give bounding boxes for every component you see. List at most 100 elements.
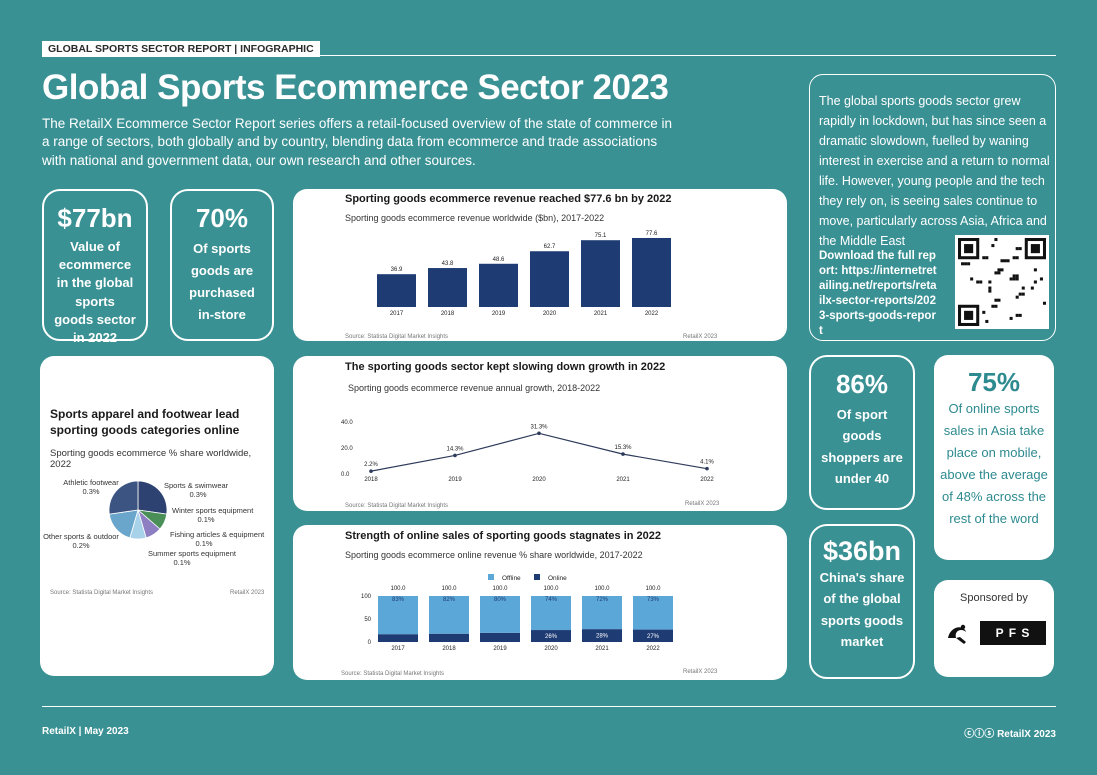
- point-value-label: 4.1%: [700, 460, 714, 466]
- x-tick-label: 2019: [492, 311, 506, 317]
- revenue-bar: [632, 237, 671, 307]
- total-label: 100.0: [492, 586, 508, 592]
- offline-value-label: 83%: [392, 597, 405, 603]
- offline-value-label: 72%: [596, 597, 609, 603]
- pie-category-label: Other sports & outdoor: [43, 532, 119, 541]
- point-value-label: 31.3%: [530, 424, 548, 430]
- qr-module: [988, 286, 992, 290]
- stat-ecommerce-value: $77bn Value of ecommerce in the global s…: [42, 189, 148, 345]
- x-tick-label: 2017: [390, 311, 404, 317]
- download-link[interactable]: Download the full report: https://intern…: [819, 250, 937, 337]
- offline-segment: [531, 596, 571, 631]
- total-label: 100.0: [390, 586, 406, 592]
- qr-finder-core: [1030, 244, 1040, 254]
- pie-category-label: Fishing articles & equipment: [170, 530, 265, 539]
- growth-line-chart: 0.0 20.0 40.0 2.2% 2018 14.3% 2019 31.3% 2020 15.…: [341, 420, 714, 483]
- qr-module: [976, 280, 980, 284]
- chart-source: Source: Statista Digital Market Insights: [50, 590, 154, 596]
- qr-module: [1018, 313, 1022, 317]
- creative-commons-icon: ⓒⓘⓢ: [964, 729, 998, 740]
- growth-line: [370, 432, 708, 472]
- qr-module: [1015, 295, 1019, 299]
- pie-value-label: 0.1%: [173, 558, 190, 567]
- x-tick-label: 2020: [544, 646, 558, 652]
- chart-subtitle: Sporting goods ecommerce online revenue …: [345, 550, 643, 560]
- legend-swatch-offline: [488, 574, 494, 580]
- footer-credit: RetailX | May 2023: [42, 726, 129, 737]
- y-tick-label: 100: [361, 594, 372, 600]
- stat-description: Of sport goods shoppers are under 40: [821, 407, 903, 487]
- stat-value: $36bn: [822, 536, 902, 566]
- x-tick-label: 2022: [646, 646, 660, 652]
- qr-module: [1009, 316, 1013, 320]
- stat-value: 86%: [835, 369, 889, 399]
- qr-code-icon[interactable]: [955, 235, 1049, 329]
- offline-segment: [378, 596, 418, 635]
- qr-module: [982, 310, 986, 314]
- qr-module: [1015, 274, 1019, 278]
- qr-module: [1018, 292, 1022, 296]
- qr-module: [1000, 268, 1004, 272]
- online-segment: [633, 629, 673, 642]
- x-tick-label: 2018: [441, 311, 455, 317]
- qr-module: [994, 304, 998, 308]
- qr-module: [988, 280, 992, 284]
- stat-description: Of sports goods are purchased in-store: [189, 241, 255, 323]
- qr-module: [1021, 286, 1025, 290]
- chart-title: Sporting goods ecommerce revenue reached…: [345, 193, 672, 205]
- offline-value-label: 73%: [647, 597, 660, 603]
- qr-module: [1015, 277, 1019, 281]
- online-share-card: Strength of online sales of sporting goo…: [293, 525, 787, 680]
- legend-label-offline: Offline: [502, 575, 521, 582]
- bar-value-label: 36.9: [391, 267, 403, 273]
- y-tick-label: 20.0: [341, 446, 353, 452]
- qr-module: [1000, 259, 1004, 263]
- footer-license: ⓒⓘⓢ RetailX 2023: [964, 725, 1056, 740]
- bar-value-label: 77.6: [646, 231, 658, 237]
- qr-module: [1015, 256, 1019, 260]
- offline-value-label: 74%: [545, 597, 558, 603]
- intro-text: The RetailX Ecommerce Sector Report seri…: [42, 116, 673, 168]
- chart-license: RetailX 2023: [683, 334, 718, 340]
- qr-module: [997, 298, 1001, 302]
- qr-module: [991, 244, 995, 248]
- stat-mobile-asia: 75% Of online sports sales in Asia take …: [934, 355, 1054, 560]
- revenue-bar: [581, 240, 620, 307]
- x-tick-label: 2022: [645, 311, 659, 317]
- chart-subtitle: Sporting goods ecommerce revenue annual …: [348, 383, 601, 393]
- qr-module: [1015, 247, 1019, 251]
- qr-module: [1009, 277, 1013, 281]
- stat-in-store: 70% Of sports goods are purchased in-sto…: [170, 189, 274, 341]
- stat-value: $77bn: [57, 203, 133, 233]
- revenue-bar: [377, 274, 416, 307]
- online-value-label: 28%: [596, 634, 609, 640]
- point-value-label: 14.3%: [446, 446, 464, 452]
- sponsor-logo-icon: [948, 624, 966, 644]
- sponsor-card: Sponsored by P F S: [934, 580, 1054, 677]
- growth-point: [537, 431, 541, 436]
- qr-module: [994, 271, 998, 275]
- pie-value-label: 0.2%: [72, 541, 89, 550]
- x-tick-label: 2020: [543, 311, 557, 317]
- chart-source: Source: Statista Digital Market Insights: [345, 334, 449, 340]
- pie-category-label: Summer sports equipment: [148, 549, 237, 558]
- sponsor-name[interactable]: P F S: [980, 621, 1046, 645]
- qr-module: [1012, 277, 1016, 281]
- point-value-label: 2.2%: [364, 462, 378, 468]
- summary-box: The global sports goods sector grew rapi…: [809, 74, 1056, 341]
- offline-segment: [480, 596, 520, 633]
- x-tick-label: 2021: [616, 477, 630, 483]
- qr-module: [964, 262, 968, 266]
- qr-module: [994, 238, 998, 242]
- offline-segment: [633, 596, 673, 630]
- report-tag: GLOBAL SPORTS SECTOR REPORT | INFOGRAPHI…: [42, 41, 320, 57]
- revenue-bar: [479, 263, 518, 307]
- bar-value-label: 75.1: [595, 233, 607, 239]
- sponsor-label: Sponsored by: [960, 592, 1028, 604]
- total-label: 100.0: [543, 586, 559, 592]
- online-segment: [582, 629, 622, 642]
- qr-module: [1006, 259, 1010, 263]
- stat-china-share: $36bn China's share of the global sports…: [809, 524, 915, 679]
- header-rule: [298, 55, 1056, 56]
- page-title: Global Sports Ecommerce Sector 2023: [42, 68, 669, 107]
